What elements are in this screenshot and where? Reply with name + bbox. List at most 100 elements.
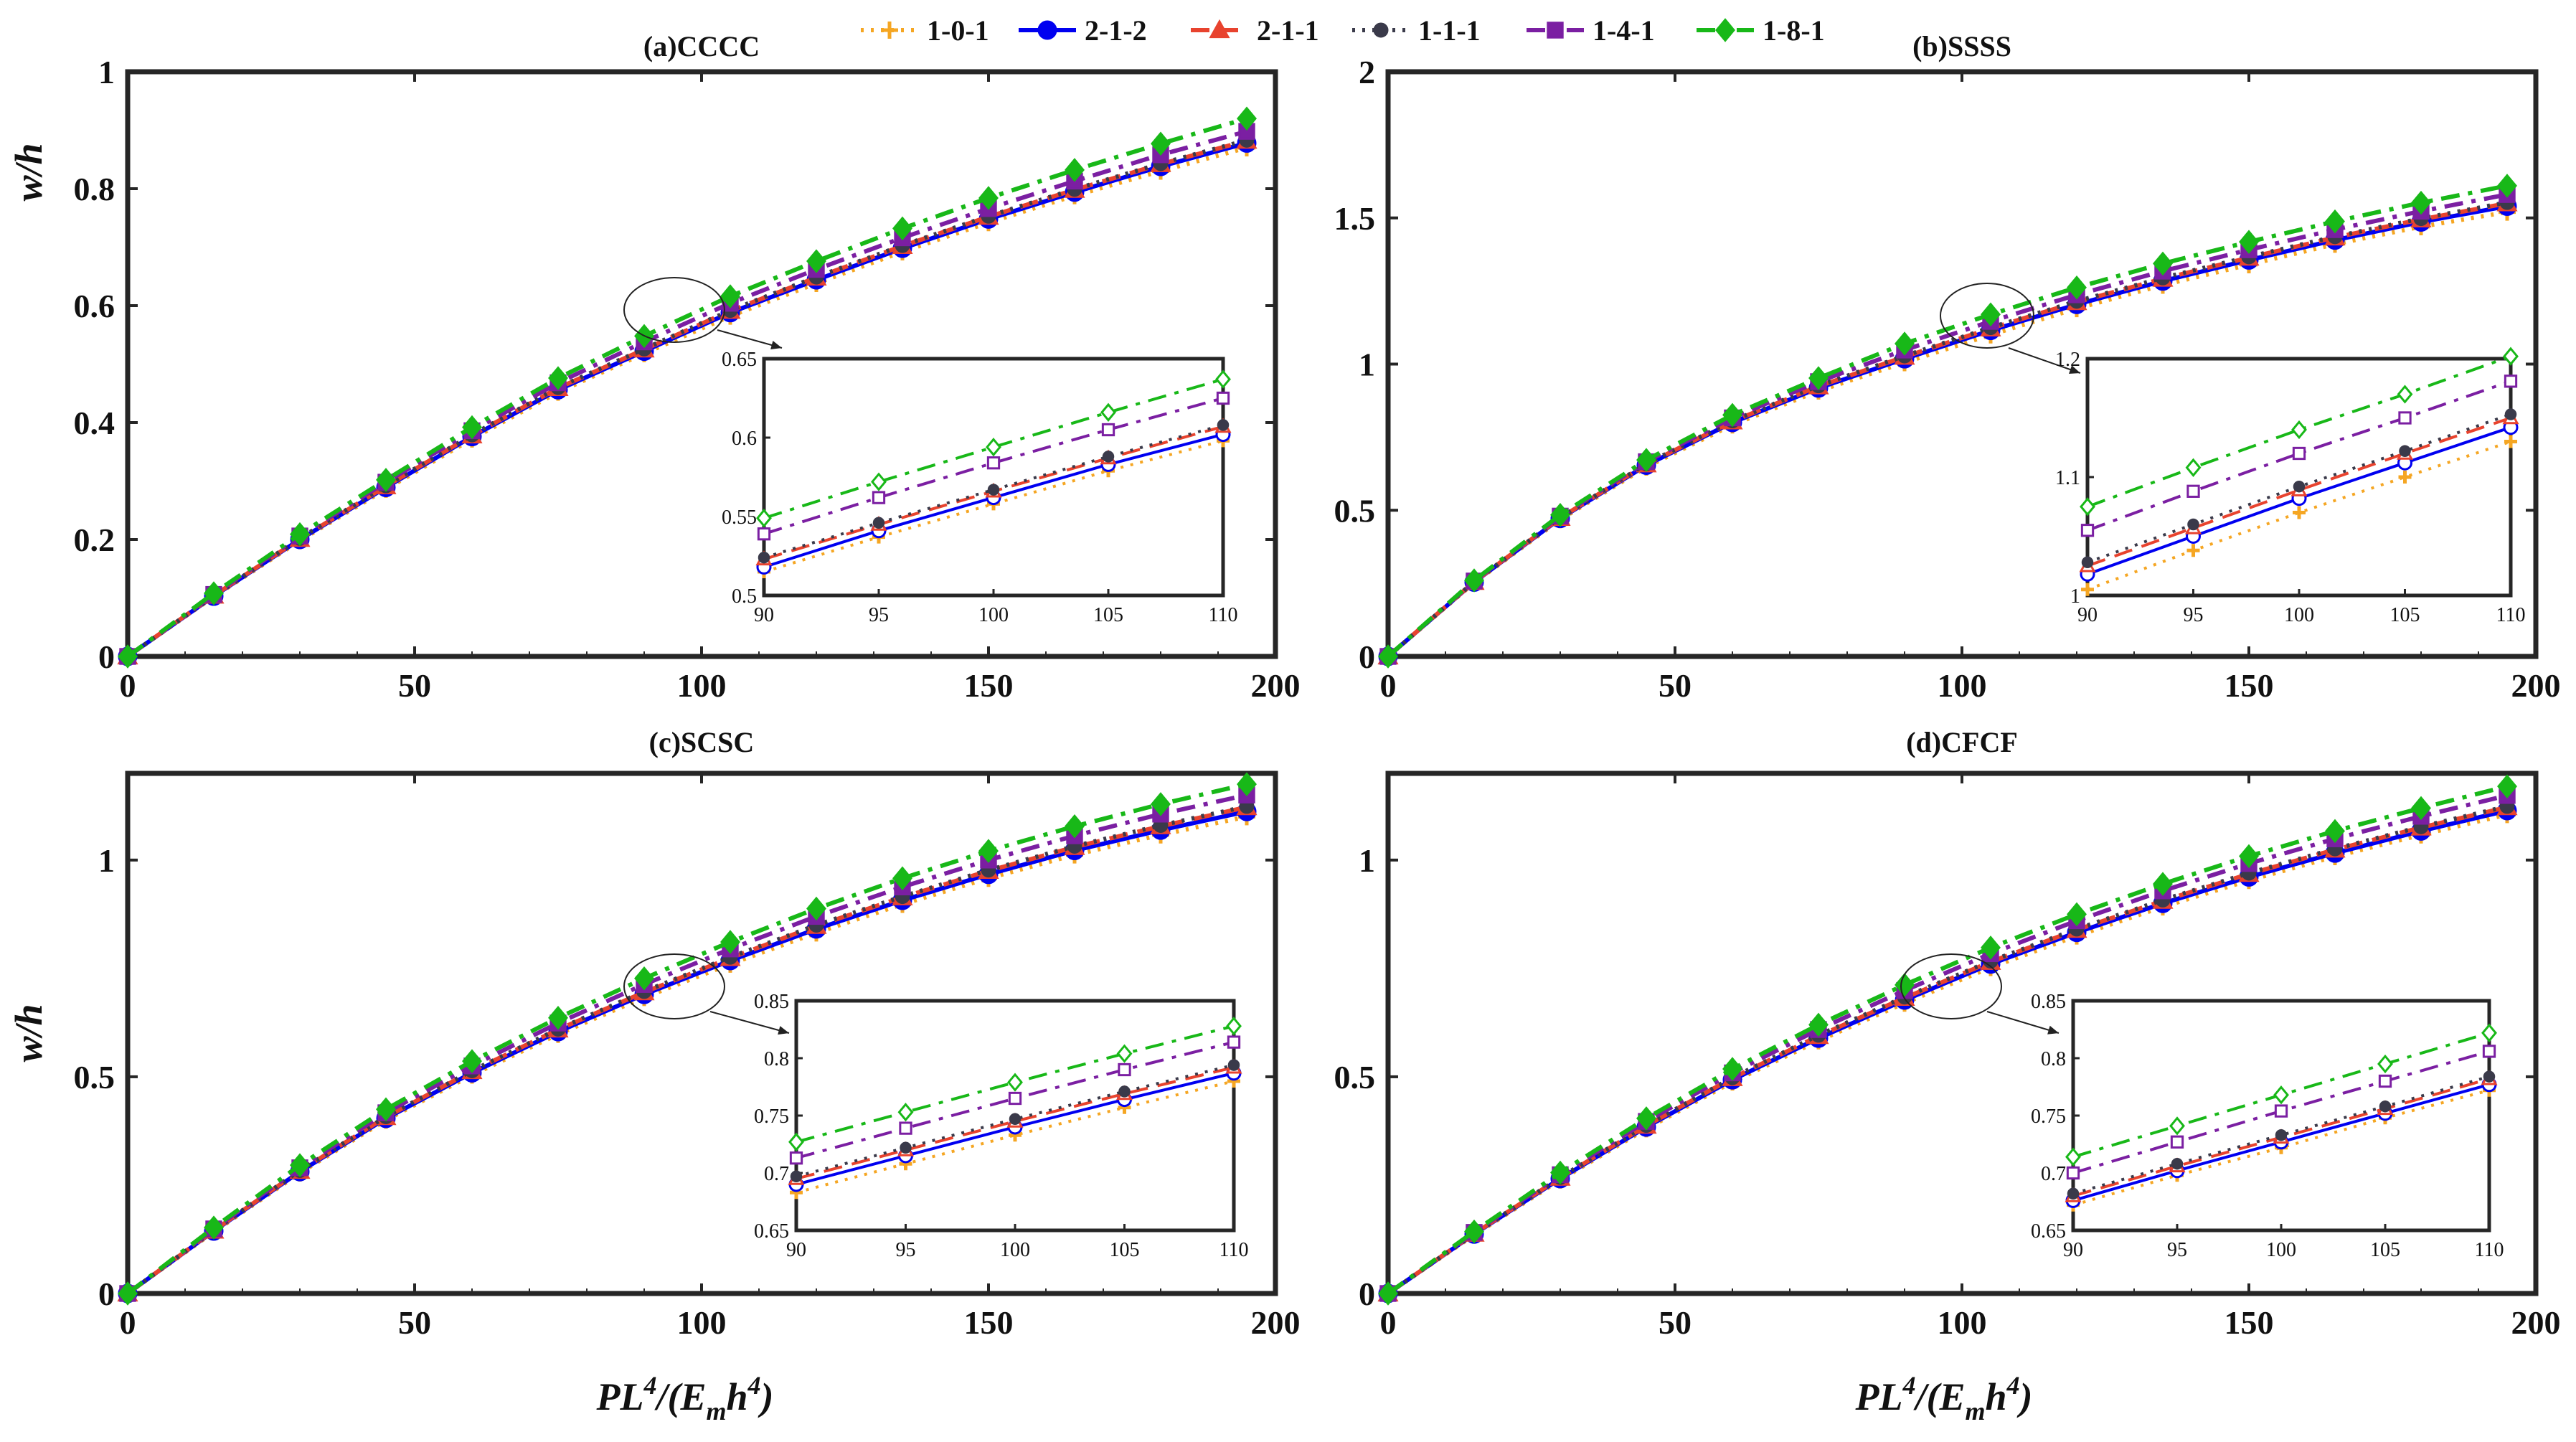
series-1-8-1	[1378, 774, 2517, 1306]
data-point	[720, 284, 740, 308]
panel-title: (c)SCSC	[649, 726, 755, 758]
inset: 90 95 100 105 110 1 1.1 1.2	[2055, 347, 2525, 626]
x-tick-label: 0	[1380, 667, 1397, 704]
data-point	[2153, 872, 2173, 896]
inset-data-point	[2081, 556, 2094, 569]
x-tick-label: 200	[1251, 667, 1301, 704]
inset-x-tick-label: 90	[2063, 1239, 2083, 1261]
inset-data-point	[2397, 385, 2413, 404]
y-tick-label: 0	[98, 1276, 115, 1312]
x-tick-label: 150	[964, 1304, 1014, 1341]
data-point	[2411, 190, 2431, 215]
inset-y-tick-label: 0.65	[722, 349, 757, 371]
legend-marker	[881, 22, 898, 39]
y-tick-label: 2	[1359, 54, 1375, 90]
inset-x-tick-label: 90	[754, 604, 774, 626]
inset-y-tick-label: 0.85	[754, 991, 789, 1013]
x-tick-label: 200	[1251, 1304, 1301, 1341]
y-tick-label: 0.5	[74, 1059, 115, 1095]
legend-label: 1-1-1	[1418, 14, 1481, 47]
inset-x-tick-label: 110	[1219, 1239, 1249, 1261]
x-tick-label: 50	[398, 1304, 431, 1341]
inset-series-line	[2087, 354, 2511, 509]
inset-data-point	[1215, 369, 1231, 389]
zoom-ellipse	[623, 953, 725, 1019]
inset-x-tick-label: 105	[1093, 604, 1123, 626]
inset-data-point	[2293, 480, 2306, 493]
legend-label: 2-1-2	[1085, 14, 1147, 47]
inset-series-1-4-1	[2080, 374, 2518, 537]
inset-data-point	[2185, 458, 2202, 477]
data-point	[892, 866, 912, 890]
inset-data-point	[1116, 1044, 1133, 1063]
inset-data-point	[900, 1141, 912, 1154]
inset-data-point	[1101, 423, 1115, 437]
data-point	[1636, 1106, 1656, 1131]
data-point	[548, 1006, 568, 1030]
data-point	[1464, 568, 1484, 593]
data-point	[462, 415, 482, 440]
legend-marker	[1209, 19, 1230, 39]
data-point	[2325, 819, 2345, 844]
inset-y-tick-label: 1	[2070, 585, 2080, 608]
inset-data-point	[2080, 524, 2095, 537]
data-point	[1636, 448, 1656, 472]
inset-series-1-8-1	[2080, 347, 2519, 517]
y-tick-label: 1.5	[1334, 200, 1376, 237]
inset-y-tick-label: 0.65	[754, 1220, 789, 1243]
inset: 90 95 100 105 110 0.65 0.7 0.75 0.8 0.85	[2031, 991, 2504, 1261]
series-line	[126, 805, 1247, 1296]
inset-x-tick-label: 95	[2167, 1239, 2187, 1261]
y-tick-label: 0.2	[74, 522, 115, 558]
inset-y-tick-label: 0.8	[764, 1048, 789, 1070]
inset-series-line	[2072, 1075, 2490, 1195]
inset-data-point	[2171, 1157, 2184, 1170]
inset-data-point	[1227, 1059, 1240, 1071]
inset-y-tick-label: 0.7	[2041, 1163, 2066, 1185]
inset-series-1-8-1	[756, 369, 1231, 528]
series-line	[126, 814, 1247, 1296]
inset-data-point	[2504, 435, 2517, 448]
data-point	[1378, 1281, 1398, 1306]
inset-data-point	[2275, 1128, 2288, 1141]
y-tick-label: 0	[1359, 1276, 1375, 1312]
inset-data-point	[2377, 1054, 2393, 1074]
data-point	[1237, 106, 1257, 131]
zoom-arrow-head	[770, 341, 782, 350]
data-point	[2411, 796, 2431, 821]
inset-data-point	[2067, 1187, 2080, 1200]
data-point	[1981, 936, 2001, 960]
inset-data-point	[2066, 1166, 2080, 1180]
panel-1: (a)CCCC 0 50 100 150 200 0 0.2 0.4 0.6 0.8 1 90 95 100…	[74, 30, 1301, 704]
inset-x-tick-label: 100	[2266, 1239, 2296, 1261]
series-1-8-1	[118, 772, 1257, 1306]
x-tick-label: 100	[677, 1304, 727, 1341]
inset-x-tick-label: 100	[2284, 604, 2314, 626]
inset-x-tick-label: 105	[2390, 604, 2420, 626]
inset-series-line	[2087, 440, 2511, 591]
data-point	[720, 930, 740, 954]
series-line	[1387, 793, 2508, 1296]
x-tick-label: 100	[677, 667, 727, 704]
panel-3: (c)SCSC 0 50 100 150 200 0 0.5 1 90 95 100 105 110 0.6…	[74, 726, 1301, 1341]
inset-series-line	[2087, 380, 2511, 532]
inset: 90 95 100 105 110 0.5 0.55 0.6 0.65	[722, 349, 1237, 626]
inset-data-point	[2483, 1070, 2496, 1083]
inset-series-line	[2087, 413, 2511, 564]
data-point	[1378, 644, 1398, 669]
inset-data-point	[986, 456, 1001, 470]
inset-y-tick-label: 0.55	[722, 506, 757, 529]
series-line	[1387, 192, 2508, 659]
x-tick-label: 50	[398, 667, 431, 704]
series-line	[1387, 183, 2508, 659]
zoom-arrow-line	[1986, 1011, 2060, 1034]
inset-x-tick-label: 95	[869, 604, 889, 626]
inset-x-tick-label: 110	[2475, 1239, 2504, 1261]
inset-data-point	[872, 517, 885, 529]
inset-data-point	[2187, 518, 2199, 531]
data-point	[1981, 302, 2001, 326]
panel-4: (d)CFCF 0 50 100 150 200 0 0.5 1 90 95 100 105 110 0.6…	[1334, 726, 2561, 1341]
data-point	[1237, 772, 1257, 796]
data-point	[548, 366, 568, 390]
